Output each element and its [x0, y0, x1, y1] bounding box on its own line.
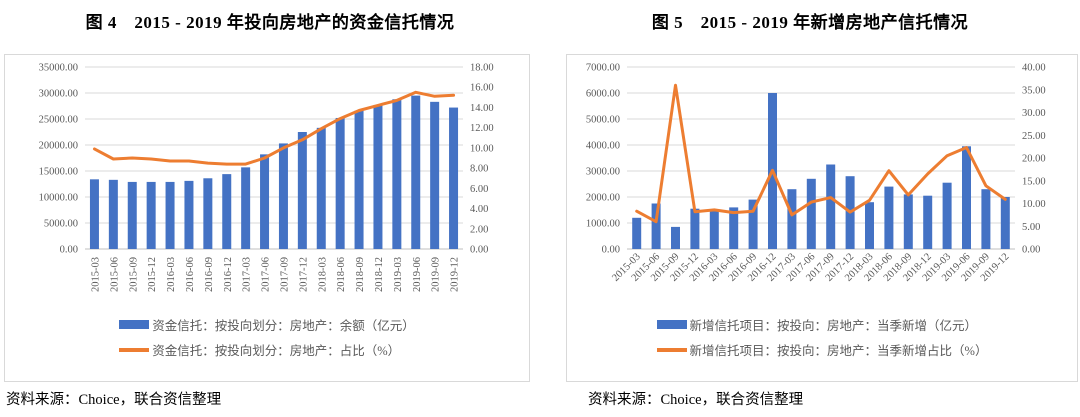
svg-text:0.00: 0.00 [602, 245, 620, 256]
svg-text:15000.00: 15000.00 [39, 167, 78, 178]
svg-text:4.00: 4.00 [470, 204, 488, 215]
figure-4-plot-area: 0.00 5000.00 10000.00 15000.00 20000.00 25000… [39, 63, 494, 293]
svg-text:2.00: 2.00 [470, 224, 488, 235]
svg-text:5.00: 5.00 [1022, 222, 1040, 233]
svg-text:2017-03: 2017-03 [242, 257, 253, 292]
svg-text:12.00: 12.00 [470, 123, 494, 134]
svg-text:20.00: 20.00 [1022, 154, 1046, 165]
svg-text:2019-09: 2019-09 [431, 257, 442, 292]
svg-text:2016-06: 2016-06 [185, 257, 196, 292]
svg-text:2019-03: 2019-03 [393, 257, 404, 292]
svg-text:0.00: 0.00 [60, 245, 78, 256]
bar-series-label: 新增信托项目：按投向：房地产：当季新增（亿元） [689, 319, 978, 333]
figure-4-legend: 资金信托：按投向划分：房地产：余额（亿元） 资金信托：按投向划分：房地产：占比（… [5, 315, 529, 359]
svg-text:30.00: 30.00 [1022, 108, 1046, 119]
svg-text:2016-09: 2016-09 [204, 257, 215, 292]
svg-text:2016-03: 2016-03 [166, 257, 177, 292]
svg-text:40.00: 40.00 [1022, 63, 1046, 74]
svg-text:2017-09: 2017-09 [279, 257, 290, 292]
svg-text:2019-12: 2019-12 [450, 257, 461, 292]
svg-text:2019-06: 2019-06 [412, 257, 423, 292]
svg-text:10.00: 10.00 [470, 143, 494, 154]
figure-5-legend: 新增信托项目：按投向：房地产：当季新增（亿元） 新增信托项目：按投向：房地产：当… [567, 315, 1077, 359]
svg-text:14.00: 14.00 [470, 103, 494, 114]
figure-4-legend-item-line: 资金信托：按投向划分：房地产：占比（%） [119, 340, 400, 359]
figure-4-legend-item-bar: 资金信托：按投向划分：房地产：余额（亿元） [119, 315, 415, 334]
svg-text:2016-12: 2016-12 [223, 257, 234, 292]
svg-text:10.00: 10.00 [1022, 199, 1046, 210]
svg-text:4000.00: 4000.00 [586, 141, 620, 152]
svg-text:1000.00: 1000.00 [586, 219, 620, 230]
figure-5-plot-area: 0.00 1000.00 2000.00 3000.00 4000.00 5000.00 6… [586, 63, 1046, 284]
svg-text:2015-09: 2015-09 [128, 257, 139, 292]
figure-5-source: 资料来源：Choice，联合资信整理 [588, 392, 804, 408]
figure-4-chart: 0.00 5000.00 10000.00 15000.00 20000.00 25000… [4, 54, 530, 382]
figure-5-legend-item-bar: 新增信托项目：按投向：房地产：当季新增（亿元） [656, 315, 978, 334]
svg-text:2015-06: 2015-06 [109, 257, 120, 292]
figure-5-legend-item-line: 新增信托项目：按投向：房地产：当季新增占比（%） [656, 340, 988, 359]
svg-text:7000.00: 7000.00 [586, 63, 620, 74]
svg-text:20000.00: 20000.00 [39, 141, 78, 152]
line-series-swatch-icon [119, 347, 150, 352]
svg-text:2015-03: 2015-03 [90, 257, 101, 292]
figure-5-chart: 0.00 1000.00 2000.00 3000.00 4000.00 5000.00 6… [566, 54, 1078, 382]
svg-text:5000.00: 5000.00 [586, 115, 620, 126]
bar-series-label: 资金信托：按投向划分：房地产：余额（亿元） [152, 319, 415, 333]
svg-text:2018-12: 2018-12 [374, 257, 385, 292]
svg-text:8.00: 8.00 [470, 164, 488, 175]
svg-text:25000.00: 25000.00 [39, 115, 78, 126]
svg-text:2000.00: 2000.00 [586, 193, 620, 204]
svg-text:6.00: 6.00 [470, 184, 488, 195]
bar-series-swatch-icon [119, 320, 150, 329]
svg-text:30000.00: 30000.00 [39, 89, 78, 100]
line-series-label: 新增信托项目：按投向：房地产：当季新增占比（%） [689, 344, 988, 358]
svg-text:2018-03: 2018-03 [317, 257, 328, 292]
svg-text:16.00: 16.00 [470, 83, 494, 94]
svg-text:35000.00: 35000.00 [39, 63, 78, 74]
figure-5-title: 图 5 2015 - 2019 年新增房地产信托情况 [651, 13, 969, 32]
svg-text:18.00: 18.00 [470, 63, 494, 74]
svg-text:0.00: 0.00 [1022, 245, 1040, 256]
svg-text:15.00: 15.00 [1022, 176, 1046, 187]
svg-text:5000.00: 5000.00 [44, 219, 78, 230]
svg-text:6000.00: 6000.00 [586, 89, 620, 100]
svg-text:2018-09: 2018-09 [355, 257, 366, 292]
figure-4-title: 图 4 2015 - 2019 年投向房地产的资金信托情况 [85, 13, 455, 32]
svg-text:2018-06: 2018-06 [336, 257, 347, 292]
line-series-label: 资金信托：按投向划分：房地产：占比（%） [152, 344, 401, 358]
svg-text:2015-12: 2015-12 [147, 257, 158, 292]
svg-text:25.00: 25.00 [1022, 131, 1046, 142]
line-series-swatch-icon [656, 347, 687, 352]
bar-series-swatch-icon [656, 320, 687, 329]
figure-4-source: 资料来源：Choice，联合资信整理 [6, 392, 222, 408]
svg-text:2017-06: 2017-06 [261, 257, 272, 292]
svg-text:3000.00: 3000.00 [586, 167, 620, 178]
svg-text:2017-12: 2017-12 [298, 257, 309, 292]
svg-text:35.00: 35.00 [1022, 85, 1046, 96]
svg-text:0.00: 0.00 [470, 245, 488, 256]
svg-text:10000.00: 10000.00 [39, 193, 78, 204]
